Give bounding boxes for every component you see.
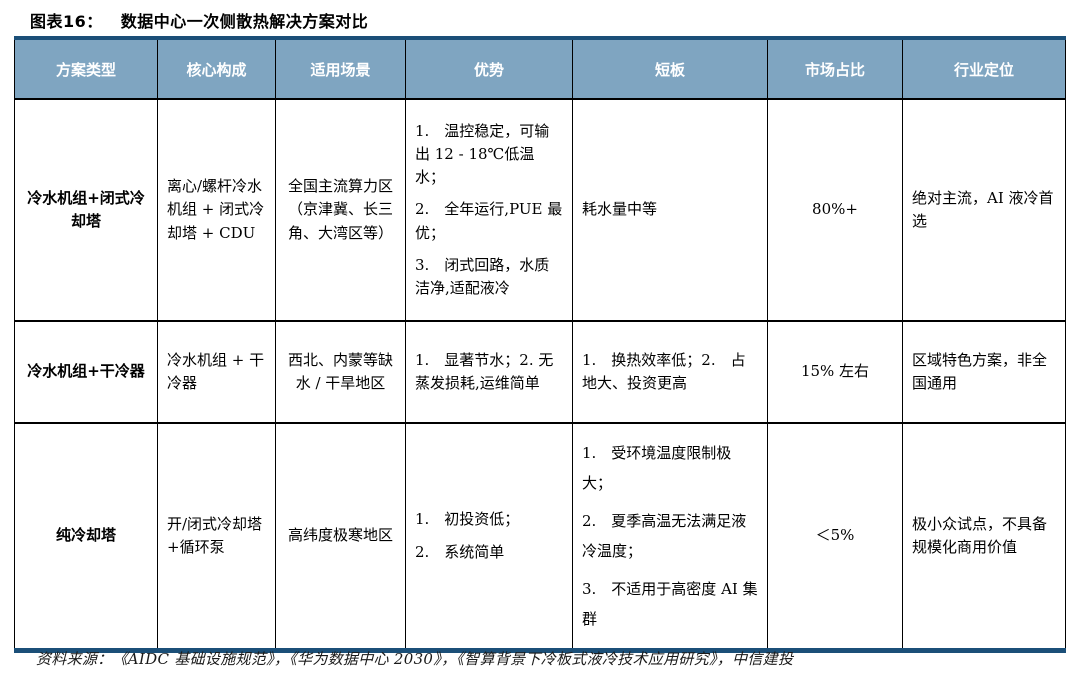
- cell-shortcomings: 耗水量中等: [572, 98, 768, 321]
- advantage-item: 2. 系统简单: [415, 542, 505, 561]
- col-header-advantages: 优势: [405, 38, 573, 100]
- cell-market-share: 15% 左右: [767, 320, 903, 423]
- figure-title: 图表16： 数据中心一次侧散热解决方案对比: [30, 8, 368, 32]
- cell-applicable-scenario: 高纬度极寒地区: [275, 422, 406, 651]
- cell-industry-positioning: 区域特色方案，非全国通用: [902, 320, 1066, 423]
- cell-advantages: 1. 显著节水；2. 无蒸发损耗,运维简单: [405, 320, 573, 423]
- cell-advantages: 1. 温控稳定，可输出 12 - 18℃低温水； 2. 全年运行,PUE 最优；…: [405, 98, 573, 321]
- cell-market-share: ＜5%: [767, 422, 903, 651]
- col-header-applicable-scenario: 适用场景: [275, 38, 406, 100]
- table-row-chiller-dry-cooler: 冷水机组+干冷器 冷水机组 + 干冷器 西北、内蒙等缺水 / 干旱地区 1. 显…: [14, 320, 1066, 423]
- cell-core-composition: 离心/螺杆冷水机组 + 闭式冷却塔 + CDU: [157, 98, 276, 321]
- cell-shortcomings: 1. 受环境温度限制极大； 2. 夏季高温无法满足液冷温度； 3. 不适用于高密…: [572, 422, 768, 651]
- col-header-shortcomings: 短板: [572, 38, 768, 100]
- cell-solution-type: 冷水机组+闭式冷却塔: [14, 98, 158, 321]
- cell-applicable-scenario: 西北、内蒙等缺水 / 干旱地区: [275, 320, 406, 423]
- source-note: 资料来源：《AIDC 基础设施规范》，《华为数据中心 2030》，《智算背景下冷…: [36, 650, 794, 668]
- table-row-chiller-closed-tower: 冷水机组+闭式冷却塔 离心/螺杆冷水机组 + 闭式冷却塔 + CDU 全国主流算…: [14, 98, 1066, 321]
- cell-applicable-scenario: 全国主流算力区（京津冀、长三角、大湾区等）: [275, 98, 406, 321]
- cell-solution-type: 纯冷却塔: [14, 422, 158, 651]
- cell-industry-positioning: 极小众试点，不具备规模化商用价值: [902, 422, 1066, 651]
- cell-core-composition: 冷水机组 + 干冷器: [157, 320, 276, 423]
- header-row: 方案类型 核心构成 适用场景 优势 短板 市场占比 行业定位: [14, 38, 1066, 100]
- shortcoming-item: 3. 不适用于高密度 AI 集群: [582, 580, 758, 628]
- figure-caption: 数据中心一次侧散热解决方案对比: [120, 12, 369, 31]
- figure-label: 图表16：: [30, 12, 103, 31]
- col-header-solution-type: 方案类型: [14, 38, 158, 100]
- col-header-industry-positioning: 行业定位: [902, 38, 1066, 100]
- shortcoming-item: 1. 受环境温度限制极大；: [582, 444, 732, 492]
- advantage-item: 1. 温控稳定，可输出 12 - 18℃低温水；: [415, 121, 550, 187]
- cell-market-share: 80%+: [767, 98, 903, 321]
- cell-shortcomings: 1. 换热效率低；2. 占地大、投资更高: [572, 320, 768, 423]
- cell-core-composition: 开/闭式冷却塔+循环泵: [157, 422, 276, 651]
- cell-industry-positioning: 绝对主流，AI 液冷首选: [902, 98, 1066, 321]
- advantage-item: 3. 闭式回路，水质洁净,适配液冷: [415, 255, 550, 298]
- advantage-item: 2. 全年运行,PUE 最优；: [415, 200, 563, 242]
- col-header-market-share: 市场占比: [767, 38, 903, 100]
- shortcoming-item: 2. 夏季高温无法满足液冷温度；: [582, 512, 747, 560]
- col-header-core-composition: 核心构成: [157, 38, 276, 100]
- cell-advantages: 1. 初投资低； 2. 系统简单: [405, 422, 573, 651]
- table-row-pure-cooling-tower: 纯冷却塔 开/闭式冷却塔+循环泵 高纬度极寒地区 1. 初投资低； 2. 系统简…: [14, 422, 1066, 651]
- advantage-item: 1. 初投资低；: [415, 510, 520, 529]
- cell-solution-type: 冷水机组+干冷器: [14, 320, 158, 423]
- comparison-table: 方案类型 核心构成 适用场景 优势 短板 市场占比 行业定位 冷水机组+闭式冷却…: [14, 36, 1066, 653]
